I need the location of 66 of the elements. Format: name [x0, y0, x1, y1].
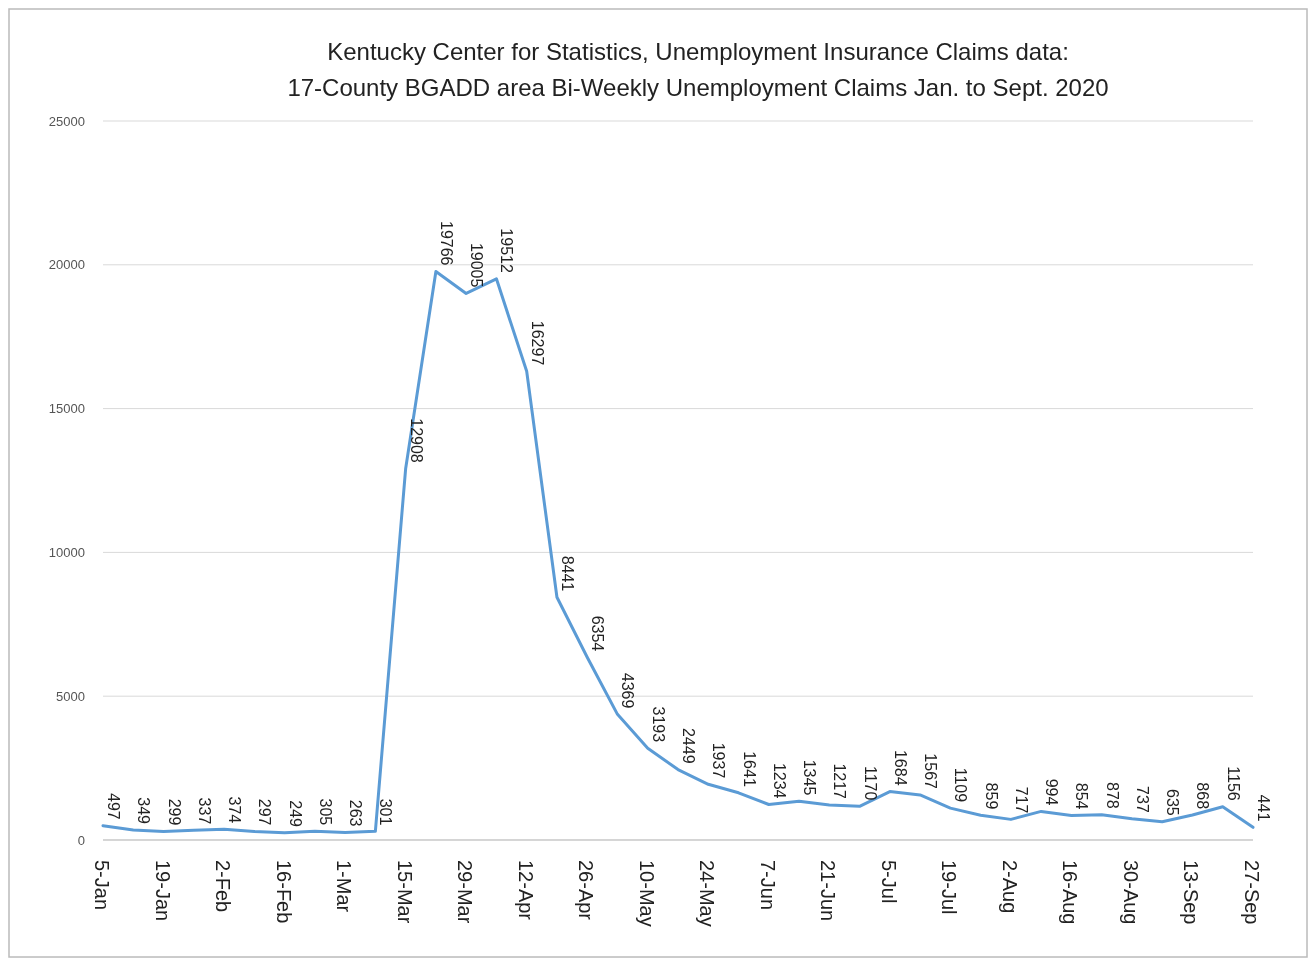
data-label: 301 [377, 798, 395, 826]
x-tick-label: 5-Jul [877, 860, 900, 904]
data-label: 1937 [710, 742, 728, 779]
data-label: 1567 [922, 753, 940, 790]
data-label: 249 [286, 800, 304, 827]
data-label: 2449 [680, 727, 697, 764]
data-label: 1641 [740, 751, 758, 787]
data-label: 1234 [770, 762, 788, 799]
x-tick-label: 16-Aug [1059, 860, 1082, 925]
x-tick-label: 16-Feb [272, 860, 295, 924]
data-label: 868 [1194, 782, 1212, 810]
data-label: 1684 [891, 749, 909, 786]
x-tick-label: 2-Feb [212, 860, 235, 913]
x-tick-label: 2-Aug [998, 860, 1021, 914]
data-label: 8441 [558, 555, 576, 592]
x-tick-label: 26-Apr [575, 860, 598, 921]
x-tick-label: 29-Mar [454, 860, 477, 924]
y-tick-label: 0 [77, 832, 85, 848]
data-label: 1109 [952, 767, 970, 803]
y-tick-label: 20000 [48, 257, 85, 273]
data-label: 1217 [831, 763, 849, 800]
data-label: 19005 [468, 242, 486, 288]
data-label: 263 [347, 799, 365, 827]
data-label: 994 [1043, 778, 1061, 806]
data-label: 374 [226, 796, 244, 824]
x-tick-label: 13-Sep [1180, 860, 1203, 925]
data-label: 635 [1164, 789, 1182, 816]
data-label: 297 [256, 798, 274, 826]
data-label: 349 [135, 797, 153, 825]
data-label: 717 [1012, 786, 1030, 814]
y-tick-label: 25000 [48, 113, 85, 129]
data-label: 6354 [589, 615, 607, 652]
x-tick-label: 19-Jul [938, 860, 961, 915]
data-label: 878 [1103, 782, 1121, 809]
data-label: 1345 [801, 759, 819, 796]
y-tick-label: 5000 [56, 688, 85, 704]
data-label: 859 [982, 782, 1000, 810]
y-tick-label: 15000 [48, 401, 85, 417]
data-label: 19766 [437, 221, 455, 266]
x-tick-label: 27-Sep [1241, 860, 1263, 925]
chart-title: Kentucky Center for Statistics, Unemployment Insurance Claims data: 17-County BGADD area Bi-Weekly Unemployment Claims Jan. to Sept. 2020 [287, 38, 1109, 101]
data-label: 16297 [528, 320, 546, 366]
x-tick-label: 24-May [696, 860, 719, 927]
data-label: 12908 [407, 418, 425, 463]
x-tick-label: 30-Aug [1119, 860, 1142, 925]
data-label: 1170 [861, 765, 879, 801]
data-label: 441 [1255, 794, 1272, 822]
x-tick-label: 12-Apr [514, 860, 537, 921]
x-tick-label: 19-Jan [151, 860, 174, 922]
data-label: 305 [316, 798, 334, 826]
data-label: 3193 [649, 706, 667, 743]
data-label: 497 [105, 793, 122, 820]
y-tick-label: 10000 [48, 544, 85, 560]
data-label: 4369 [619, 672, 637, 709]
x-tick-label: 1-Mar [333, 860, 356, 913]
x-tick-label: 21-Jun [817, 860, 840, 922]
data-label: 337 [195, 797, 213, 825]
data-label: 1156 [1224, 766, 1242, 801]
data-label: 737 [1133, 786, 1151, 813]
x-tick-label: 10-May [635, 860, 658, 927]
data-label: 19512 [498, 228, 516, 273]
data-label: 299 [165, 798, 183, 826]
x-tick-label: 15-Mar [393, 860, 416, 924]
data-label: 854 [1073, 782, 1091, 810]
x-tick-label: 7-Jun [756, 860, 779, 911]
x-tick-label: 5-Jan [91, 860, 113, 911]
